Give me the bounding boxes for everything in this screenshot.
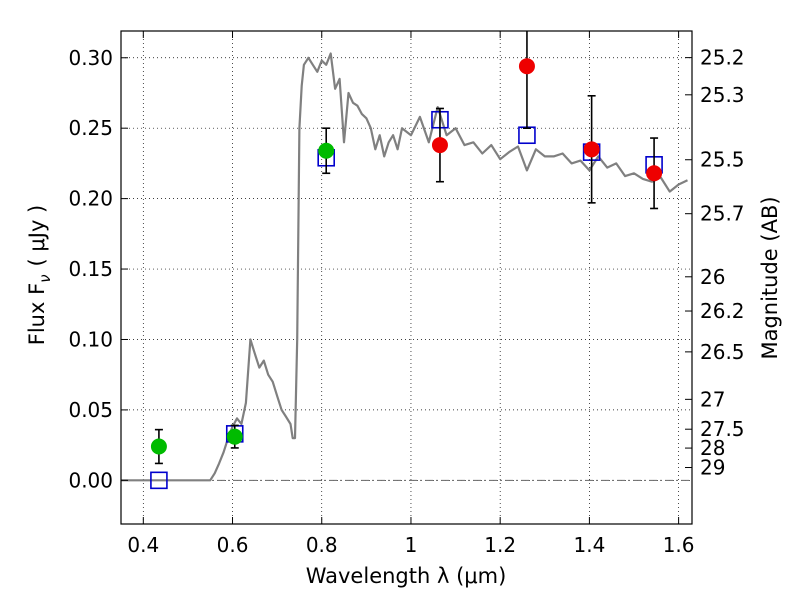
x-tick-label: 1.6 xyxy=(663,533,695,557)
model-photometry-square xyxy=(150,471,168,490)
y-tick-label: 0.05 xyxy=(68,398,113,422)
x-tick-label: 0.4 xyxy=(127,533,159,557)
y2-tick-label: 26 xyxy=(700,265,725,289)
ticks: 0.4 0.6 0.8 1 1.2 1.4 1.6 0.00 0.05 0.10 0.15 0.20 0… xyxy=(68,31,745,557)
y-tick-label: 0.25 xyxy=(68,116,113,140)
observed-photometry-point xyxy=(318,142,335,159)
y2-tick-label: 25.5 xyxy=(700,148,745,172)
y2-tick-label: 25.7 xyxy=(700,202,745,226)
x-tick-label: 1.4 xyxy=(573,533,605,557)
svg-text:Flux Fν( μJy ): Flux Fν ( μJy ) xyxy=(25,205,54,346)
y2-tick-label: 26.2 xyxy=(700,299,745,323)
x-tick-label: 1.2 xyxy=(484,533,516,557)
x-tick-label: 0.8 xyxy=(306,533,338,557)
y2-tick-label: 27.5 xyxy=(700,417,745,441)
svg-text:Magnitude (AB): Magnitude (AB) xyxy=(758,196,782,359)
y2-tick-label: 27 xyxy=(700,387,725,411)
x-tick-label: 1 xyxy=(405,533,418,557)
y2-tick-label: 29 xyxy=(700,456,725,480)
y2-tick-label: 25.2 xyxy=(700,46,745,70)
x-axis-label: Wavelength λ (μm) xyxy=(306,564,507,588)
y-tick-label: 0.20 xyxy=(68,187,113,211)
y-axis-label-unit: ( μJy ) xyxy=(25,205,49,267)
y2-tick-label: 26.5 xyxy=(700,340,745,364)
x-tick-label: 0.6 xyxy=(217,533,249,557)
y-tick-label: 0.30 xyxy=(68,46,113,70)
observed-photometry-point xyxy=(518,58,535,75)
y-tick-label: 0.00 xyxy=(68,468,113,492)
data-layer xyxy=(121,31,688,490)
sed-model-line xyxy=(121,52,688,482)
y-axis-label-main: Flux F xyxy=(25,283,49,345)
observed-photometry-point xyxy=(646,165,663,182)
y-axis-label: Flux Fν ( μJy ) xyxy=(25,205,54,346)
observed-photometry-point xyxy=(226,428,243,445)
y-tick-label: 0.10 xyxy=(68,327,113,351)
y-axis-label-subscript: ν xyxy=(36,274,54,282)
y2-axis-label: Magnitude (AB) xyxy=(758,196,782,359)
y2-tick-label: 25.3 xyxy=(700,83,745,107)
plot-frame xyxy=(120,30,693,525)
model-photometry-square xyxy=(518,126,536,145)
observed-photometry-point xyxy=(431,137,448,154)
y-tick-label: 0.15 xyxy=(68,257,113,281)
y2-tick-label: 28 xyxy=(700,436,725,460)
observed-photometry-point xyxy=(583,141,600,158)
grid xyxy=(121,31,692,524)
observed-photometry-point xyxy=(150,438,167,455)
